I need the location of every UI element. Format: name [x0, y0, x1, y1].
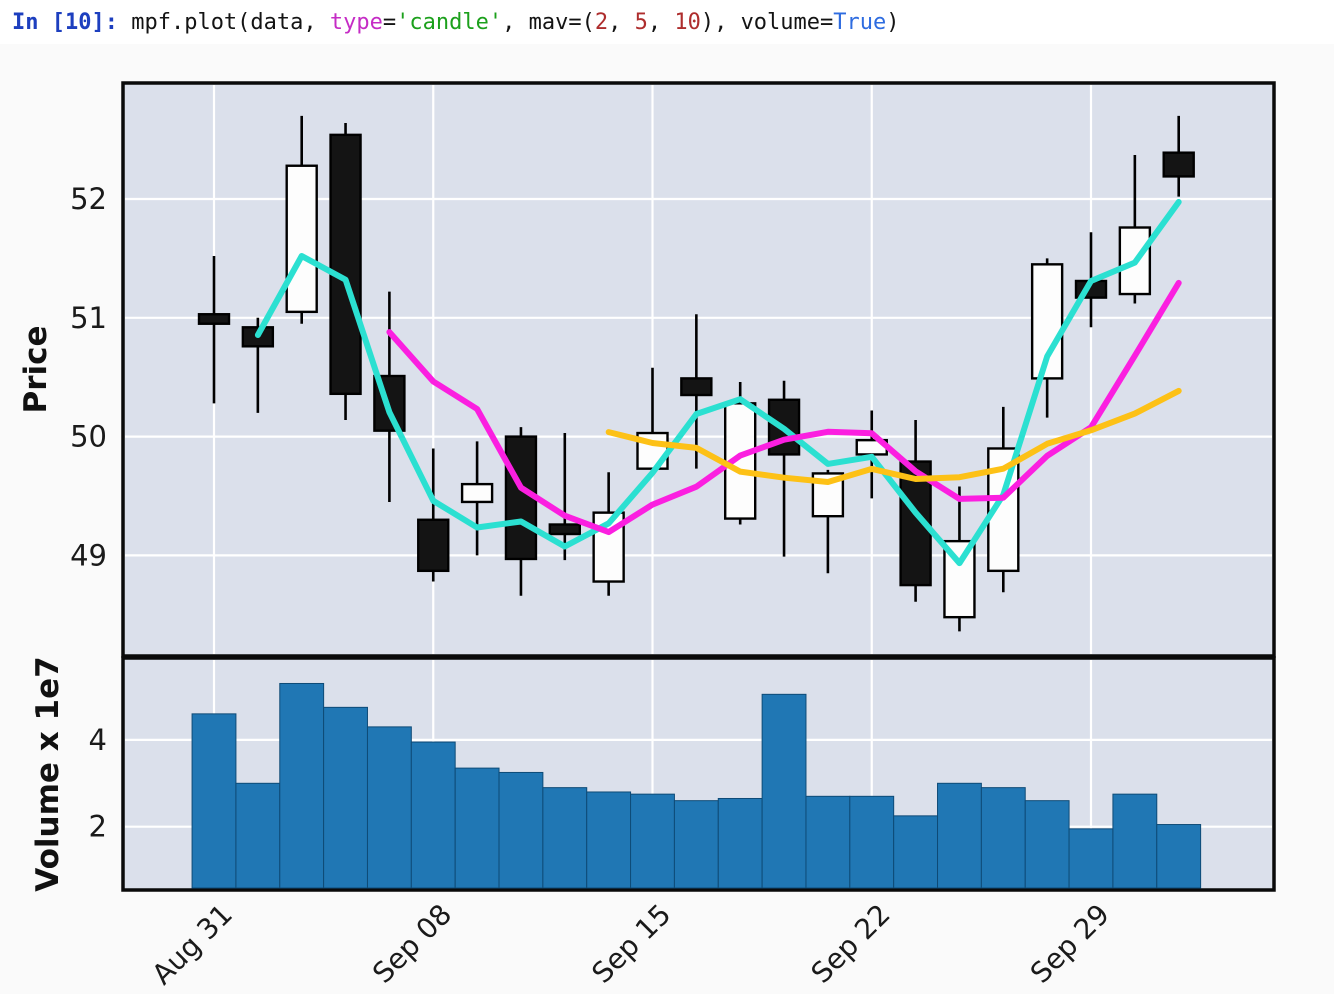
- volume-bar: [191, 713, 237, 889]
- volume-axis-title: Volume x 1e7: [30, 656, 66, 891]
- code-token-prompt: In [10]:: [12, 10, 132, 35]
- candle-body-down: [417, 518, 450, 573]
- volume-bar: [1068, 828, 1114, 889]
- code-token-plain: ), volume=: [700, 10, 834, 35]
- mav5-line: [386, 279, 1182, 536]
- code-token-number: 10: [674, 10, 701, 35]
- code-token-plain: ,: [647, 10, 675, 35]
- candle-body-up: [1118, 226, 1152, 296]
- volume-bar: [323, 706, 368, 889]
- code-token-plain: mpf.plot(data,: [131, 10, 330, 35]
- volume-bar: [893, 815, 939, 889]
- volume-bar: [761, 693, 807, 889]
- volume-bar: [980, 787, 1026, 889]
- volume-bar: [717, 797, 763, 889]
- candle-body-down: [548, 523, 581, 536]
- volume-bar: [235, 782, 281, 889]
- price-tick-label: 52: [70, 182, 107, 216]
- volume-tick-label: 4: [89, 723, 107, 757]
- candle-body-down: [1162, 151, 1195, 178]
- code-token-kwarg: type: [329, 10, 383, 35]
- volume-bar: [1024, 800, 1070, 889]
- candle-body-down: [197, 313, 231, 325]
- price-tick-label: 50: [70, 420, 107, 454]
- candle-body-down: [504, 435, 538, 561]
- volume-bar: [410, 741, 456, 889]
- volume-bar: [279, 682, 325, 889]
- volume-bar: [1112, 793, 1158, 889]
- mav10-line: [605, 387, 1182, 485]
- candle-body-down: [680, 377, 713, 397]
- code-token-plain: =: [382, 10, 397, 35]
- code-token-number: 2: [594, 10, 609, 35]
- code-token-plain: ,: [608, 10, 635, 35]
- code-token-number: 5: [634, 10, 648, 35]
- candle-body-down: [329, 133, 362, 396]
- volume-bar: [366, 726, 412, 889]
- volume-bar: [630, 793, 675, 889]
- code-token-string: 'candle': [396, 10, 503, 35]
- volume-bar: [673, 800, 719, 889]
- mav2-line: [254, 199, 1182, 567]
- code-token-plain: ): [886, 10, 900, 35]
- code-cell-input[interactable]: In [10]: mpf.plot(data, type='candle', m…: [12, 8, 900, 38]
- candle-body-up: [460, 482, 494, 504]
- volume-bar: [542, 787, 588, 889]
- volume-bar: [498, 771, 544, 889]
- volume-tick-label: 2: [89, 810, 107, 844]
- volume-bar: [805, 795, 851, 889]
- candle-body-up: [285, 164, 318, 314]
- volume-bar: [586, 791, 632, 889]
- price-axis-title: Price: [18, 325, 54, 413]
- code-token-keyword: True: [833, 10, 887, 35]
- volume-bar: [1156, 824, 1202, 889]
- code-token-plain: , mav=(: [502, 10, 595, 35]
- volume-bar: [849, 795, 895, 889]
- price-tick-label: 51: [70, 301, 107, 335]
- volume-bar: [937, 782, 982, 889]
- price-tick-label: 49: [70, 538, 107, 572]
- volume-bar: [454, 767, 500, 889]
